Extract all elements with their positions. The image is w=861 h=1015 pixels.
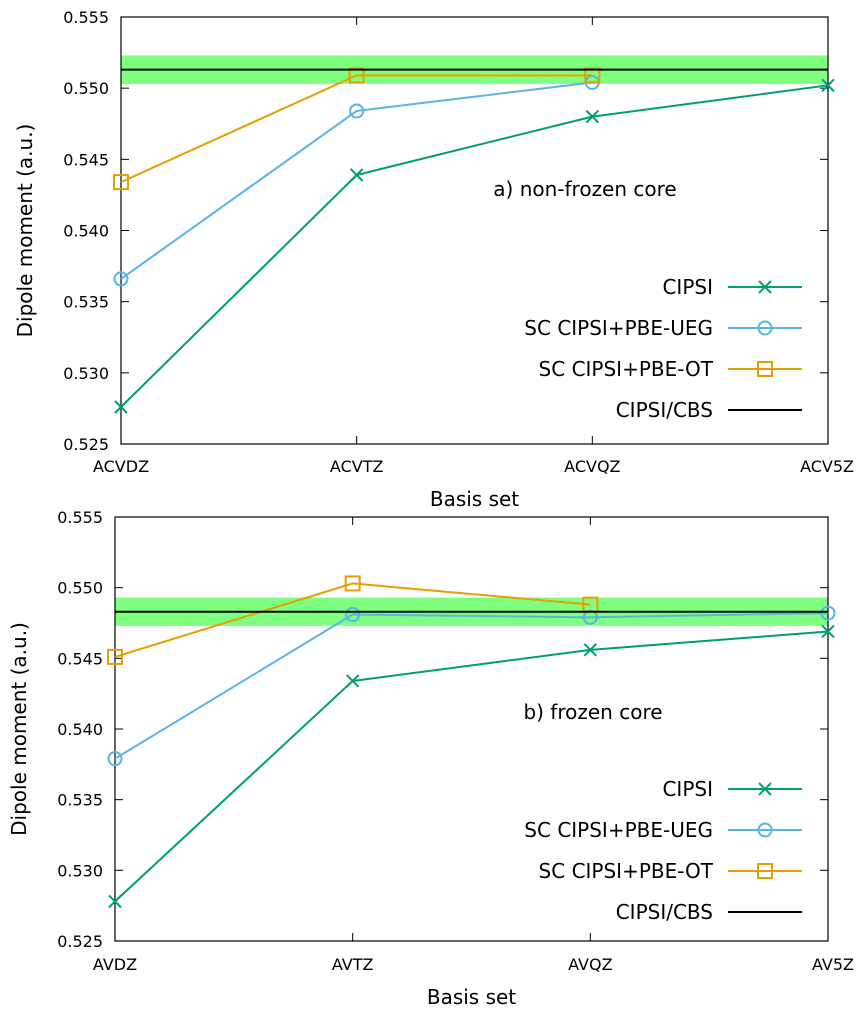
legend-marker-stroke-b [758,782,772,796]
y-tick-label: 0.525 [57,932,103,951]
x-tick-label: AVQZ [568,955,612,974]
data-point-stroke-b [349,168,364,182]
series-line [114,630,829,903]
legend-marker [757,863,773,879]
data-point-stroke-b [345,674,360,688]
data-point-stroke-b [583,643,598,657]
x-tick-label: ACVTZ [330,457,384,476]
legend-label: CIPSI/CBS [616,900,713,924]
y-tick-label: 0.535 [57,791,103,810]
data-point [113,174,129,191]
data-point [349,168,364,182]
data-point [344,575,361,592]
y-tick-label: 0.555 [57,508,103,527]
legend-label: CIPSI [662,275,713,299]
data-point [114,400,128,414]
x-tick-label: AVDZ [93,955,137,974]
series-line [120,84,829,408]
x-axis-title: Basis set [430,487,519,511]
data-point [820,605,836,621]
series-line [120,74,593,184]
y-tick-label: 0.550 [57,579,103,598]
panel-annotation: a) non-frozen core [493,177,676,201]
series-line [114,612,829,760]
data-point [584,67,601,84]
x-tick-label: AV5Z [812,955,854,974]
series-line [114,582,591,658]
y-axis-title: Dipole moment (a.u.) [13,124,37,338]
x-tick-label: ACVQZ [564,457,620,476]
series-sc-cipsi-pbe-ueg [107,605,836,767]
data-point [585,109,600,124]
data-point-stroke-b [114,400,128,414]
y-tick-label: 0.535 [63,293,109,312]
legend-label: SC CIPSI+PBE-UEG [524,818,713,842]
legend-marker [757,320,773,336]
series-line [120,81,593,280]
legend-marker [758,782,772,796]
x-tick-label: ACVDZ [93,457,149,476]
data-point [349,103,365,119]
y-tick-label: 0.530 [57,861,103,880]
data-point-stroke-b [585,109,600,124]
y-tick-label: 0.530 [63,364,109,383]
legend-label: SC CIPSI+PBE-OT [539,357,714,381]
data-point [348,67,365,84]
y-tick-label: 0.555 [63,8,109,27]
series-sc-cipsi-pbe-ot [107,575,599,665]
series-sc-cipsi-pbe-ot [113,67,601,191]
data-point-stroke-b [821,624,835,639]
legend-label: SC CIPSI+PBE-OT [539,859,714,883]
panel-annotation: b) frozen core [523,700,662,724]
data-point [108,894,122,909]
y-axis-title: Dipole moment (a.u.) [7,622,31,836]
data-point [821,78,835,93]
plot-frame [114,516,829,942]
chart-panel-2: 0.525 0.530 0.535 0.540 0.545 0.550 0.555 AVDZ A… [7,508,854,1009]
y-tick-label: 0.550 [63,79,109,98]
x-tick-label: AVTZ [332,955,374,974]
chart-panel-1: 0.525 0.530 0.535 0.540 0.545 0.550 0.555 ACVDZ… [13,8,854,511]
data-point-stroke-b [821,78,835,93]
data-point [345,607,361,623]
y-tick-label: 0.525 [63,435,109,454]
legend-label: CIPSI [662,777,713,801]
y-tick-label: 0.540 [57,720,103,739]
legend-marker [757,361,773,377]
data-point [107,751,123,767]
data-point [107,648,123,665]
y-tick-label: 0.540 [63,222,109,241]
data-point [113,271,129,287]
y-tick-label: 0.545 [57,649,103,668]
data-point-stroke-b [108,894,122,909]
data-point [345,674,360,688]
legend-marker [757,822,773,838]
legend-label: SC CIPSI+PBE-UEG [524,316,713,340]
y-tick-label: 0.545 [63,150,109,169]
x-axis-title: Basis set [427,985,516,1009]
series-cipsi [114,78,835,414]
data-point [821,624,835,639]
legend-marker-stroke-b [758,280,772,294]
data-point [583,643,598,657]
legend-marker [758,280,772,294]
series-cipsi [108,624,835,909]
x-tick-label: ACV5Z [800,457,854,476]
legend-label: CIPSI/CBS [616,398,713,422]
